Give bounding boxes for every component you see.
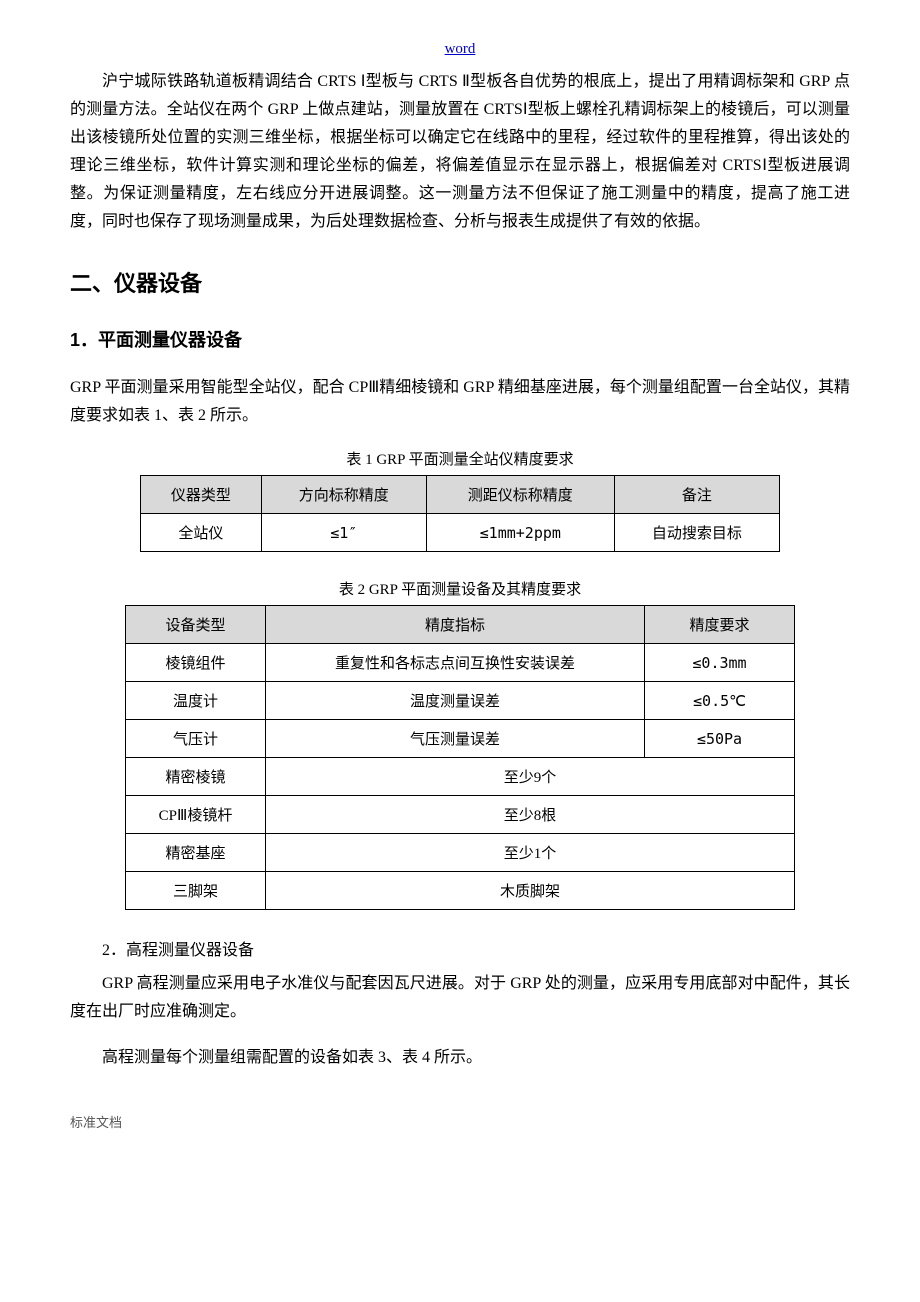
- table-2-cell: 至少1个: [266, 834, 795, 872]
- table-2-header-row: 设备类型 精度指标 精度要求: [126, 606, 795, 644]
- table-2-cell: 至少9个: [266, 758, 795, 796]
- table-2-cell: 重复性和各标志点间互换性安装误差: [266, 644, 645, 682]
- footer-text: 标准文档: [70, 1112, 850, 1131]
- table-2-cell: 气压测量误差: [266, 720, 645, 758]
- header-link-container: word: [70, 40, 850, 58]
- subsection-2-2-body-2: 高程测量每个测量组需配置的设备如表 3、表 4 所示。: [70, 1044, 850, 1072]
- table-2-cell: ≤0.3mm: [645, 644, 795, 682]
- subsection-2-2-heading: 2．高程测量仪器设备: [70, 936, 850, 960]
- table-1-header-row: 仪器类型 方向标称精度 测距仪标称精度 备注: [141, 476, 780, 514]
- table-2-header-cell: 精度指标: [266, 606, 645, 644]
- header-word-link[interactable]: word: [445, 41, 476, 57]
- section-2-heading: 二、仪器设备: [70, 266, 850, 298]
- table-1-cell: ≤1″: [261, 514, 426, 552]
- table-1-cell: ≤1mm+2ppm: [426, 514, 614, 552]
- table-2-row: 精密棱镜 至少9个: [126, 758, 795, 796]
- table-1-cell: 自动搜索目标: [614, 514, 779, 552]
- table-2-header-cell: 设备类型: [126, 606, 266, 644]
- table-1: 仪器类型 方向标称精度 测距仪标称精度 备注 全站仪 ≤1″ ≤1mm+2ppm…: [140, 475, 780, 552]
- table-2-cell: 气压计: [126, 720, 266, 758]
- table-1-header-cell: 方向标称精度: [261, 476, 426, 514]
- table-2-caption: 表 2 GRP 平面测量设备及其精度要求: [70, 578, 850, 599]
- table-2-row: CPⅢ棱镜杆 至少8根: [126, 796, 795, 834]
- table-2-cell: 木质脚架: [266, 872, 795, 910]
- intro-paragraph: 沪宁城际铁路轨道板精调结合 CRTS Ⅰ型板与 CRTS Ⅱ型板各自优势的根底上…: [70, 68, 850, 236]
- table-1-header-cell: 备注: [614, 476, 779, 514]
- table-2-cell: 精密基座: [126, 834, 266, 872]
- table-2-cell: 温度计: [126, 682, 266, 720]
- table-1-header-cell: 仪器类型: [141, 476, 262, 514]
- subsection-2-1-heading: 1．平面测量仪器设备: [70, 326, 850, 352]
- table-2-row: 三脚架 木质脚架: [126, 872, 795, 910]
- table-2-row: 棱镜组件 重复性和各标志点间互换性安装误差 ≤0.3mm: [126, 644, 795, 682]
- table-1-header-cell: 测距仪标称精度: [426, 476, 614, 514]
- table-2-header-cell: 精度要求: [645, 606, 795, 644]
- table-2-cell: ≤50Pa: [645, 720, 795, 758]
- table-2-row: 气压计 气压测量误差 ≤50Pa: [126, 720, 795, 758]
- table-2: 设备类型 精度指标 精度要求 棱镜组件 重复性和各标志点间互换性安装误差 ≤0.…: [125, 605, 795, 910]
- table-2-cell: CPⅢ棱镜杆: [126, 796, 266, 834]
- table-2-row: 温度计 温度测量误差 ≤0.5℃: [126, 682, 795, 720]
- table-2-cell: 温度测量误差: [266, 682, 645, 720]
- table-2-row: 精密基座 至少1个: [126, 834, 795, 872]
- table-1-caption: 表 1 GRP 平面测量全站仪精度要求: [70, 448, 850, 469]
- table-2-cell: 精密棱镜: [126, 758, 266, 796]
- subsection-2-1-body: GRP 平面测量采用智能型全站仪，配合 CPⅢ精细棱镜和 GRP 精细基座进展，…: [70, 374, 850, 430]
- table-2-cell: ≤0.5℃: [645, 682, 795, 720]
- subsection-2-2-body-1: GRP 高程测量应采用电子水准仪与配套因瓦尺进展。对于 GRP 处的测量，应采用…: [70, 970, 850, 1026]
- table-1-cell: 全站仪: [141, 514, 262, 552]
- table-2-cell: 棱镜组件: [126, 644, 266, 682]
- table-1-row: 全站仪 ≤1″ ≤1mm+2ppm 自动搜索目标: [141, 514, 780, 552]
- table-2-cell: 三脚架: [126, 872, 266, 910]
- table-2-cell: 至少8根: [266, 796, 795, 834]
